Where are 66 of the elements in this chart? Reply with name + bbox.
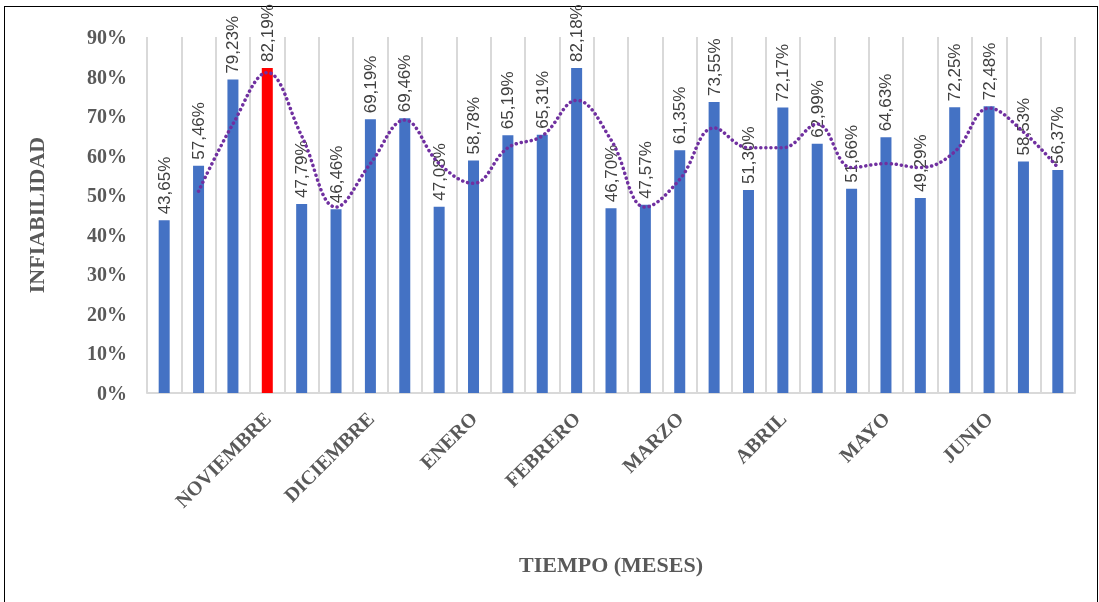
data-label: 73,55% <box>704 38 724 97</box>
data-label: 79,23% <box>223 15 243 74</box>
data-label: 69,46% <box>395 54 415 113</box>
data-label: 58,78% <box>464 96 484 155</box>
bar <box>193 165 205 393</box>
y-tick-label: 80% <box>87 65 127 88</box>
data-label: 51,66% <box>842 124 862 183</box>
bar <box>1052 170 1064 393</box>
bar <box>536 134 548 393</box>
bar <box>983 106 995 393</box>
data-label: 64,63% <box>876 73 896 132</box>
bar <box>364 119 376 393</box>
bar <box>639 204 651 393</box>
bar <box>433 206 445 393</box>
y-axis-title: INFIABILIDAD <box>23 136 49 294</box>
bar <box>674 150 686 393</box>
bar <box>227 79 239 393</box>
data-label: 46,46% <box>326 145 346 204</box>
data-label: 46,70% <box>601 144 621 203</box>
bar <box>468 160 480 393</box>
y-tick-label: 30% <box>87 263 127 286</box>
bar <box>846 188 858 393</box>
y-tick-label: 40% <box>87 223 127 246</box>
y-tick-label: 0% <box>97 382 127 404</box>
bar <box>1017 161 1029 393</box>
data-label: 82,18% <box>567 4 587 62</box>
bar <box>811 143 823 393</box>
data-label: 47,79% <box>292 140 312 198</box>
bar <box>330 209 342 393</box>
x-axis-title: TIEMPO (MESES) <box>519 551 703 577</box>
bar <box>708 102 720 393</box>
bar <box>502 135 514 393</box>
bar <box>571 67 583 393</box>
data-label: 49,29% <box>910 134 930 193</box>
data-label: 62,99% <box>807 80 827 138</box>
bar <box>742 190 754 393</box>
bar <box>296 203 308 393</box>
y-tick-label: 90% <box>87 26 127 48</box>
y-tick-label: 10% <box>87 342 127 365</box>
data-label: 57,46% <box>189 102 209 160</box>
data-label: 65,19% <box>498 71 518 130</box>
data-label: 72,48% <box>979 42 999 101</box>
data-label: 58,53% <box>1013 97 1033 156</box>
bar <box>777 107 789 393</box>
y-tick-label: 60% <box>87 144 127 167</box>
bar <box>880 137 892 393</box>
y-tick-label: 50% <box>87 184 127 207</box>
data-label: 65,31% <box>532 70 552 129</box>
data-label: 72,25% <box>945 43 965 102</box>
data-label: 82,19% <box>257 4 277 62</box>
data-label: 56,37% <box>1048 106 1068 165</box>
bar <box>399 118 411 393</box>
data-label: 72,17% <box>773 43 793 102</box>
y-tick-label: 20% <box>87 302 127 325</box>
bar <box>261 67 273 393</box>
bar <box>605 208 617 393</box>
data-label: 61,35% <box>670 86 690 145</box>
data-label: 47,57% <box>635 141 655 199</box>
data-label: 47,08% <box>429 143 449 201</box>
data-label: 51,30% <box>738 126 758 185</box>
data-label: 43,65% <box>154 156 174 215</box>
bar <box>949 107 961 393</box>
y-tick-label: 70% <box>87 105 127 128</box>
data-label: 69,19% <box>360 55 380 114</box>
bar <box>914 198 926 393</box>
bar <box>158 220 170 393</box>
